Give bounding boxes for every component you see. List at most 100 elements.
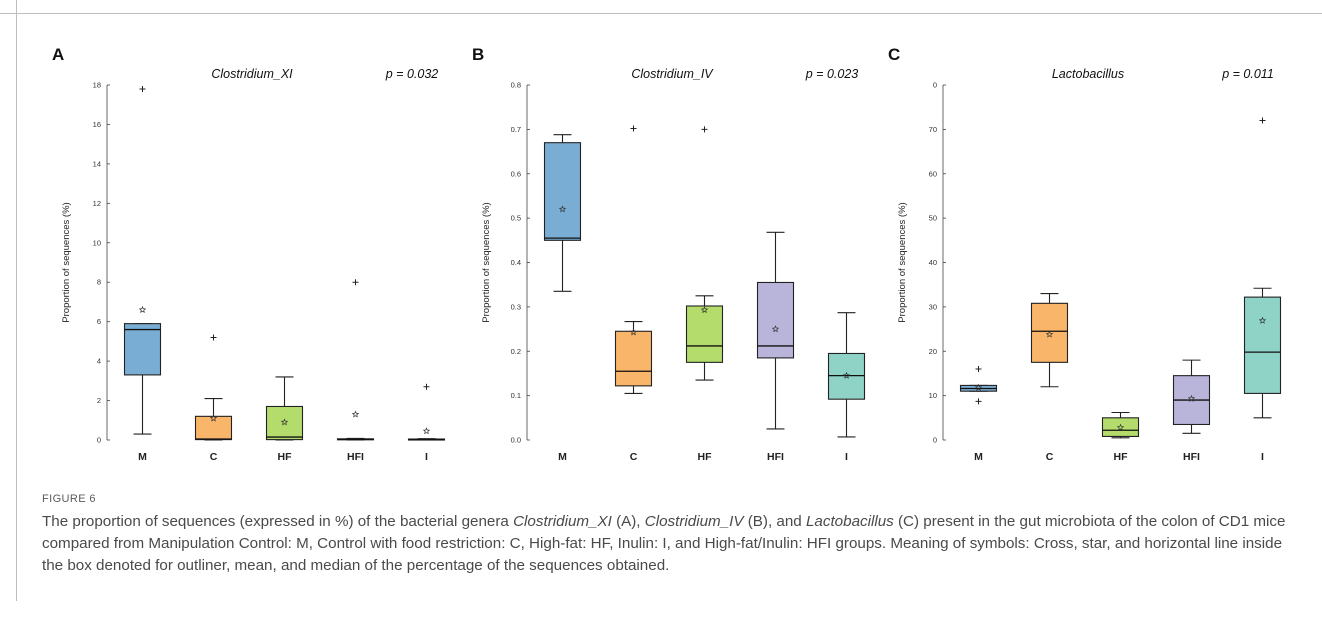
y-tick-label: 10 — [93, 238, 101, 247]
chart-title: Clostridium_IV — [631, 67, 714, 81]
y-tick-label: 0.4 — [511, 258, 521, 267]
x-category-label: C — [630, 451, 638, 463]
outlier-marker — [423, 383, 430, 390]
y-tick-label: 0 — [97, 436, 101, 445]
outlier-marker — [139, 85, 146, 92]
x-category-label: HF — [698, 451, 713, 463]
y-tick-label: 0.1 — [511, 391, 521, 400]
x-category-label: I — [1261, 451, 1264, 463]
x-category-label: HFI — [767, 451, 784, 463]
chart-a-svg: A Clostridium_XI p = 0.032 Proportion of se… — [52, 45, 446, 463]
box-group-hf — [685, 126, 724, 381]
y-tick-label: 0 — [933, 436, 937, 445]
mean-marker — [1258, 316, 1267, 324]
box-iqr — [756, 281, 795, 359]
x-category-label: M — [974, 451, 983, 463]
x-category-label: HF — [1114, 451, 1129, 463]
box-group-c — [1030, 293, 1069, 388]
mean-marker — [209, 414, 218, 422]
box-group-i — [1243, 117, 1282, 419]
caption-text-run: The proportion of sequences (expressed i… — [42, 513, 514, 530]
box-iqr — [685, 305, 724, 363]
p-value: p = 0.011 — [1221, 67, 1274, 81]
y-tick-label: 0.7 — [511, 125, 521, 134]
box-iqr — [614, 330, 653, 387]
chart-title: Lactobacillus — [1052, 67, 1124, 81]
y-axis-label: Proportion of sequences (%) — [897, 202, 908, 322]
caption-text-run: (B), and — [743, 513, 806, 530]
outlier-marker — [701, 126, 708, 133]
figure-caption: FIGURE 6 The proportion of sequences (ex… — [42, 493, 1292, 577]
mean-marker — [700, 306, 709, 314]
box-iqr — [1101, 417, 1140, 438]
chart-panel-a: A Clostridium_XI p = 0.032 Proportion of se… — [52, 40, 472, 480]
panel-letter: B — [472, 45, 484, 64]
box-iqr — [827, 352, 866, 400]
y-tick-label: 60 — [929, 169, 937, 178]
figure-border-top — [0, 13, 1322, 14]
box-group-hfi — [336, 279, 375, 441]
caption-text-run: (A), — [611, 513, 645, 530]
outlier-marker — [630, 125, 637, 132]
x-category-label: HFI — [347, 451, 364, 463]
mean-marker — [280, 418, 289, 426]
outlier-marker — [210, 334, 217, 341]
y-tick-label: 8 — [97, 278, 101, 287]
y-tick-label: 30 — [929, 302, 937, 311]
p-value: p = 0.023 — [805, 67, 859, 81]
y-tick-label: 40 — [929, 258, 937, 267]
x-category-label: C — [1046, 451, 1054, 463]
mean-marker — [771, 325, 780, 333]
y-axis-label: Proportion of sequences (%) — [481, 202, 492, 322]
mean-marker — [422, 427, 431, 435]
box-group-i — [407, 383, 446, 441]
panel-letter: C — [888, 45, 900, 64]
y-tick-label: 14 — [93, 159, 101, 168]
box-iqr — [1243, 296, 1282, 394]
box-group-i — [827, 312, 866, 438]
box-group-m — [543, 134, 582, 292]
p-value: p = 0.032 — [385, 67, 439, 81]
y-tick-label: 4 — [97, 357, 101, 366]
box-group-c — [194, 334, 233, 441]
mean-marker — [1045, 330, 1054, 338]
caption-text-run: (C) present in the gut microbiota of the… — [42, 513, 1286, 574]
y-tick-label: 0.0 — [511, 436, 521, 445]
caption-genus-name: Clostridium_XI — [513, 513, 612, 530]
mean-marker — [138, 305, 147, 313]
outlier-marker — [975, 398, 982, 405]
box-iqr — [543, 142, 582, 241]
y-tick-label: 0.2 — [511, 347, 521, 356]
box-iqr — [1030, 302, 1069, 363]
chart-b-svg: B Clostridium_IV p = 0.023 Proportion of se… — [472, 45, 866, 463]
y-tick-label: 0.8 — [511, 81, 521, 90]
mean-marker — [558, 205, 567, 213]
y-tick-label: 0 — [933, 81, 937, 90]
chart-panel-c: C Lactobacillus p = 0.011 Proportion of seq… — [888, 40, 1308, 480]
y-tick-label: 0.3 — [511, 302, 521, 311]
mean-marker — [1187, 394, 1196, 402]
y-tick-label: 16 — [93, 120, 101, 129]
y-tick-label: 70 — [929, 125, 937, 134]
x-category-label: HF — [278, 451, 293, 463]
chart-c-svg: C Lactobacillus p = 0.011 Proportion of seq… — [888, 45, 1282, 463]
x-category-label: M — [558, 451, 567, 463]
box-group-m — [123, 85, 162, 435]
box-group-hf — [265, 376, 304, 441]
x-category-label: M — [138, 451, 147, 463]
figure-border-left — [16, 0, 17, 601]
y-tick-label: 0.5 — [511, 214, 521, 223]
figure-caption-text: The proportion of sequences (expressed i… — [42, 511, 1292, 577]
box-group-hf — [1101, 411, 1140, 439]
y-tick-label: 6 — [97, 317, 101, 326]
x-category-label: C — [210, 451, 218, 463]
y-tick-label: 20 — [929, 347, 937, 356]
box-iqr — [123, 323, 162, 376]
mean-marker — [842, 371, 851, 379]
caption-genus-name: Clostridium_IV — [644, 513, 744, 530]
mean-marker — [974, 383, 983, 391]
box-group-hfi — [756, 231, 795, 430]
mean-marker — [629, 328, 638, 336]
y-axis-label: Proportion of sequences (%) — [61, 202, 72, 322]
caption-genus-name: Lactobacillus — [805, 513, 894, 530]
